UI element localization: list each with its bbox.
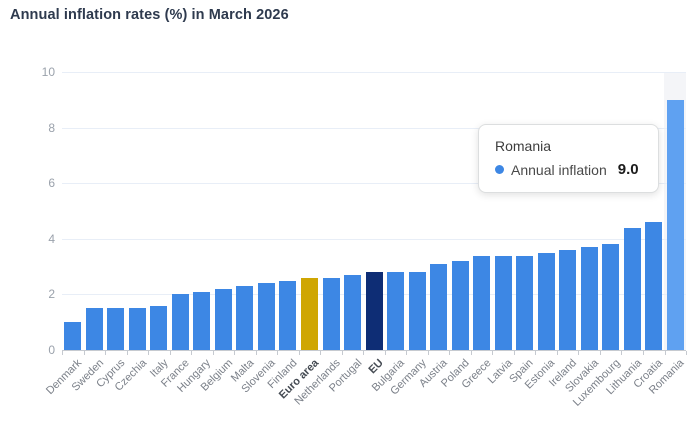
bar-belgium[interactable]: [214, 288, 232, 350]
bar-sweden[interactable]: [85, 308, 103, 350]
bar-greece[interactable]: [473, 255, 491, 350]
gridline: [62, 127, 686, 129]
axis-tick: [83, 351, 85, 355]
axis-tick: [578, 351, 580, 355]
tooltip-series-row: Annual inflation 9.0: [495, 161, 642, 178]
bar-latvia[interactable]: [494, 255, 512, 350]
series-dot-icon: [495, 165, 504, 174]
axis-tick: [513, 351, 515, 355]
bar-bulgaria[interactable]: [387, 272, 404, 350]
axis-tick: [643, 351, 644, 355]
bar-slovakia[interactable]: [580, 247, 598, 350]
bar-lithuania[interactable]: [623, 227, 641, 350]
axis-tick: [234, 351, 236, 355]
axis-tick: [492, 351, 494, 355]
y-axis-tick-label: 0: [48, 343, 55, 357]
bar-euro-area[interactable]: [300, 277, 318, 350]
gridline: [62, 183, 686, 185]
axis-tick: [255, 351, 257, 355]
axis-tick: [212, 351, 214, 355]
bar-malta[interactable]: [236, 286, 254, 350]
axis-tick: [169, 351, 171, 355]
bar-slovenia[interactable]: [257, 283, 275, 350]
bar-denmark[interactable]: [64, 322, 82, 350]
gridline: [62, 238, 686, 240]
axis-tick: [363, 351, 365, 355]
gridline: [62, 72, 686, 73]
axis-tick: [320, 351, 322, 355]
bar-croatia[interactable]: [645, 222, 663, 350]
axis-tick: [341, 351, 343, 355]
bar-luxembourg[interactable]: [602, 244, 620, 350]
axis-tick: [556, 351, 558, 355]
tooltip-series-label: Annual inflation: [511, 161, 607, 178]
tooltip-value: 9.0: [617, 161, 639, 178]
axis-tick: [384, 351, 386, 355]
axis-tick: [406, 351, 408, 355]
x-axis-line: [62, 350, 686, 351]
axis-tick: [427, 351, 429, 355]
axis-tick: [686, 351, 687, 355]
tooltip-category: Romania: [495, 138, 552, 154]
bar-italy[interactable]: [150, 305, 168, 350]
chart-title: Annual inflation rates (%) in March 2026: [10, 7, 289, 23]
axis-tick: [449, 351, 451, 355]
bar-spain[interactable]: [516, 255, 534, 350]
bar-austria[interactable]: [430, 263, 448, 350]
bar-romania[interactable]: [666, 99, 684, 350]
axis-tick: [191, 351, 193, 355]
bar-hungary[interactable]: [193, 291, 211, 350]
bar-finland[interactable]: [279, 280, 297, 350]
bar-ireland[interactable]: [559, 249, 577, 350]
axis-tick: [599, 351, 601, 355]
y-axis-tick-label: 6: [48, 176, 55, 191]
axis-tick: [621, 351, 623, 355]
y-axis-tick-label: 8: [48, 120, 55, 135]
axis-tick: [62, 351, 63, 355]
tooltip: Romania Annual inflation 9.0: [478, 124, 659, 193]
bar-eu[interactable]: [365, 272, 383, 350]
axis-tick: [277, 351, 279, 355]
axis-tick: [535, 351, 537, 355]
y-axis-tick-label: 4: [48, 231, 55, 246]
axis-tick: [298, 351, 300, 355]
bar-czechia[interactable]: [128, 308, 146, 350]
bar-poland[interactable]: [451, 261, 469, 350]
bar-germany[interactable]: [408, 272, 426, 350]
y-axis-tick-label: 10: [41, 65, 55, 79]
axis-tick: [126, 351, 128, 355]
bar-netherlands[interactable]: [322, 277, 340, 350]
y-axis-tick-label: 2: [48, 287, 55, 302]
bar-cyprus[interactable]: [107, 308, 125, 350]
axis-tick: [105, 351, 106, 355]
axis-tick: [664, 351, 666, 355]
axis-tick: [148, 351, 150, 355]
axis-tick: [470, 351, 472, 355]
bar-estonia[interactable]: [537, 252, 555, 350]
bar-france[interactable]: [171, 294, 189, 350]
bar-portugal[interactable]: [344, 274, 361, 350]
